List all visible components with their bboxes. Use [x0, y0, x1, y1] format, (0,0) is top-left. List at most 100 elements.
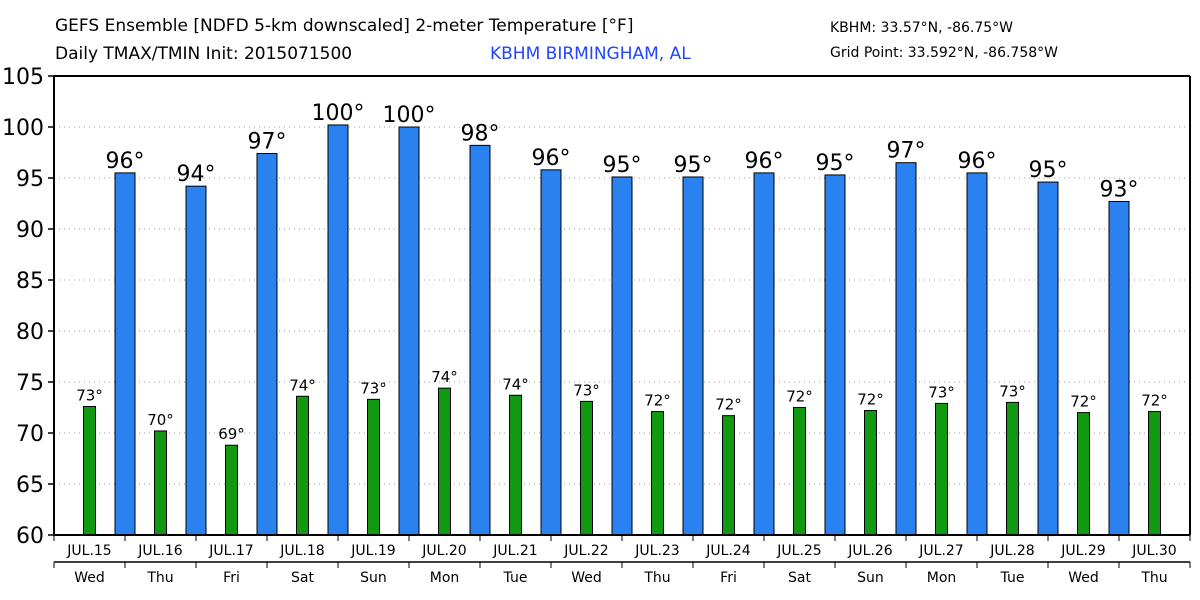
tmax-label: 97° — [248, 130, 287, 155]
tmin-bar — [580, 400, 593, 536]
date-label: JUL.24 — [705, 543, 751, 559]
tmin-bar — [225, 444, 238, 536]
tmax-label: 94° — [177, 162, 216, 187]
tmin-bar — [935, 402, 948, 536]
y-tick-label: 105 — [2, 65, 44, 90]
tmin-bar — [1077, 412, 1090, 536]
weekday-label: Sat — [788, 570, 811, 586]
date-label: JUL.27 — [918, 543, 963, 559]
tmax-label: 98° — [461, 121, 500, 146]
tmin-bar — [793, 407, 806, 536]
tmin-label: 73° — [76, 386, 103, 404]
grid-point: Grid Point: 33.592°N, -86.758°W — [830, 45, 1058, 61]
y-tick-label: 80 — [16, 320, 44, 345]
weekday-label: Tue — [1000, 570, 1025, 586]
y-tick-label: 85 — [16, 269, 44, 294]
y-tick-label: 95 — [16, 167, 44, 192]
weekday-label: Thu — [643, 570, 670, 586]
tmin-bar — [1006, 401, 1019, 536]
tmin-label: 73° — [999, 382, 1026, 400]
weekday-label: Wed — [1068, 570, 1099, 586]
date-label: JUL.15 — [66, 543, 111, 559]
tmax-bar — [327, 124, 349, 536]
tmin-bar — [509, 394, 522, 536]
tmax-bar — [682, 176, 704, 536]
weekday-label: Sat — [291, 570, 314, 586]
tmax-bar — [114, 172, 136, 536]
tmax-label: 100° — [312, 101, 365, 126]
station-coords: KBHM: 33.57°N, -86.75°W — [830, 20, 1013, 36]
tmin-label: 74° — [431, 368, 458, 386]
date-label: JUL.22 — [563, 543, 608, 559]
tmin-label: 73° — [360, 379, 387, 397]
tmin-label: 72° — [644, 392, 671, 410]
tmax-label: 96° — [745, 149, 784, 174]
tmin-bar — [154, 430, 167, 536]
tmax-bar — [398, 126, 420, 536]
weekday-label: Sun — [857, 570, 884, 586]
tmin-label: 73° — [573, 381, 600, 399]
tmax-bar — [895, 162, 917, 536]
date-label: JUL.19 — [350, 543, 395, 559]
y-tick-label: 90 — [16, 218, 44, 243]
tmax-bar — [1037, 181, 1059, 536]
date-label: JUL.26 — [847, 543, 893, 559]
date-label: JUL.18 — [279, 543, 324, 559]
tmin-label: 73° — [928, 383, 955, 401]
y-tick-label: 100 — [2, 116, 44, 141]
tmax-label: 95° — [674, 153, 713, 178]
chart-subtitle: Daily TMAX/TMIN Init: 2015071500 — [55, 44, 353, 64]
weekday-label: Tue — [503, 570, 528, 586]
station-name: KBHM BIRMINGHAM, AL — [490, 44, 691, 64]
tmax-label: 100° — [383, 103, 436, 128]
date-label: JUL.16 — [137, 543, 183, 559]
weekday-label: Wed — [74, 570, 105, 586]
tmax-bar — [469, 144, 491, 536]
tmax-bar — [611, 176, 633, 536]
weekday-label: Wed — [571, 570, 602, 586]
weekday-label: Fri — [223, 570, 240, 586]
tmax-label: 95° — [1029, 158, 1068, 183]
weekday-label: Thu — [1140, 570, 1167, 586]
date-label: JUL.23 — [634, 543, 679, 559]
tmin-bar — [864, 410, 877, 536]
weekday-label: Thu — [146, 570, 173, 586]
y-tick-label: 65 — [16, 473, 44, 498]
date-label: JUL.28 — [989, 543, 1034, 559]
tmin-label: 74° — [502, 375, 529, 393]
tmax-bar — [1108, 200, 1130, 536]
tmax-label: 96° — [532, 146, 571, 171]
weekday-label: Fri — [720, 570, 737, 586]
tmin-label: 70° — [147, 411, 174, 429]
tmax-label: 95° — [816, 151, 855, 176]
tmax-label: 95° — [603, 153, 642, 178]
tmin-label: 69° — [218, 425, 245, 443]
tmin-bar — [83, 405, 96, 536]
tmin-label: 72° — [715, 396, 742, 414]
tmin-bar — [296, 395, 309, 536]
tmin-label: 72° — [857, 391, 884, 409]
date-label: JUL.25 — [776, 543, 821, 559]
y-tick-label: 75 — [16, 371, 44, 396]
date-label: JUL.17 — [208, 543, 253, 559]
tmin-bar — [438, 387, 451, 536]
date-label: JUL.20 — [421, 543, 466, 559]
tmax-bar — [540, 169, 562, 536]
weekday-label: Mon — [430, 570, 460, 586]
tmin-label: 72° — [1070, 393, 1097, 411]
chart-title: GEFS Ensemble [NDFD 5-km downscaled] 2-m… — [55, 16, 634, 36]
weekday-label: Mon — [927, 570, 957, 586]
tmin-label: 72° — [786, 388, 813, 406]
tmin-bar — [1148, 411, 1161, 536]
tmax-label: 97° — [887, 139, 926, 164]
tmax-bar — [966, 172, 988, 536]
date-label: JUL.29 — [1060, 543, 1105, 559]
date-label: JUL.21 — [492, 543, 537, 559]
tmax-label: 93° — [1100, 177, 1139, 202]
weekday-label: Sun — [360, 570, 387, 586]
tmax-label: 96° — [958, 149, 997, 174]
tmin-label: 72° — [1141, 392, 1168, 410]
tmax-bar — [256, 153, 278, 536]
tmax-bar — [185, 185, 207, 536]
